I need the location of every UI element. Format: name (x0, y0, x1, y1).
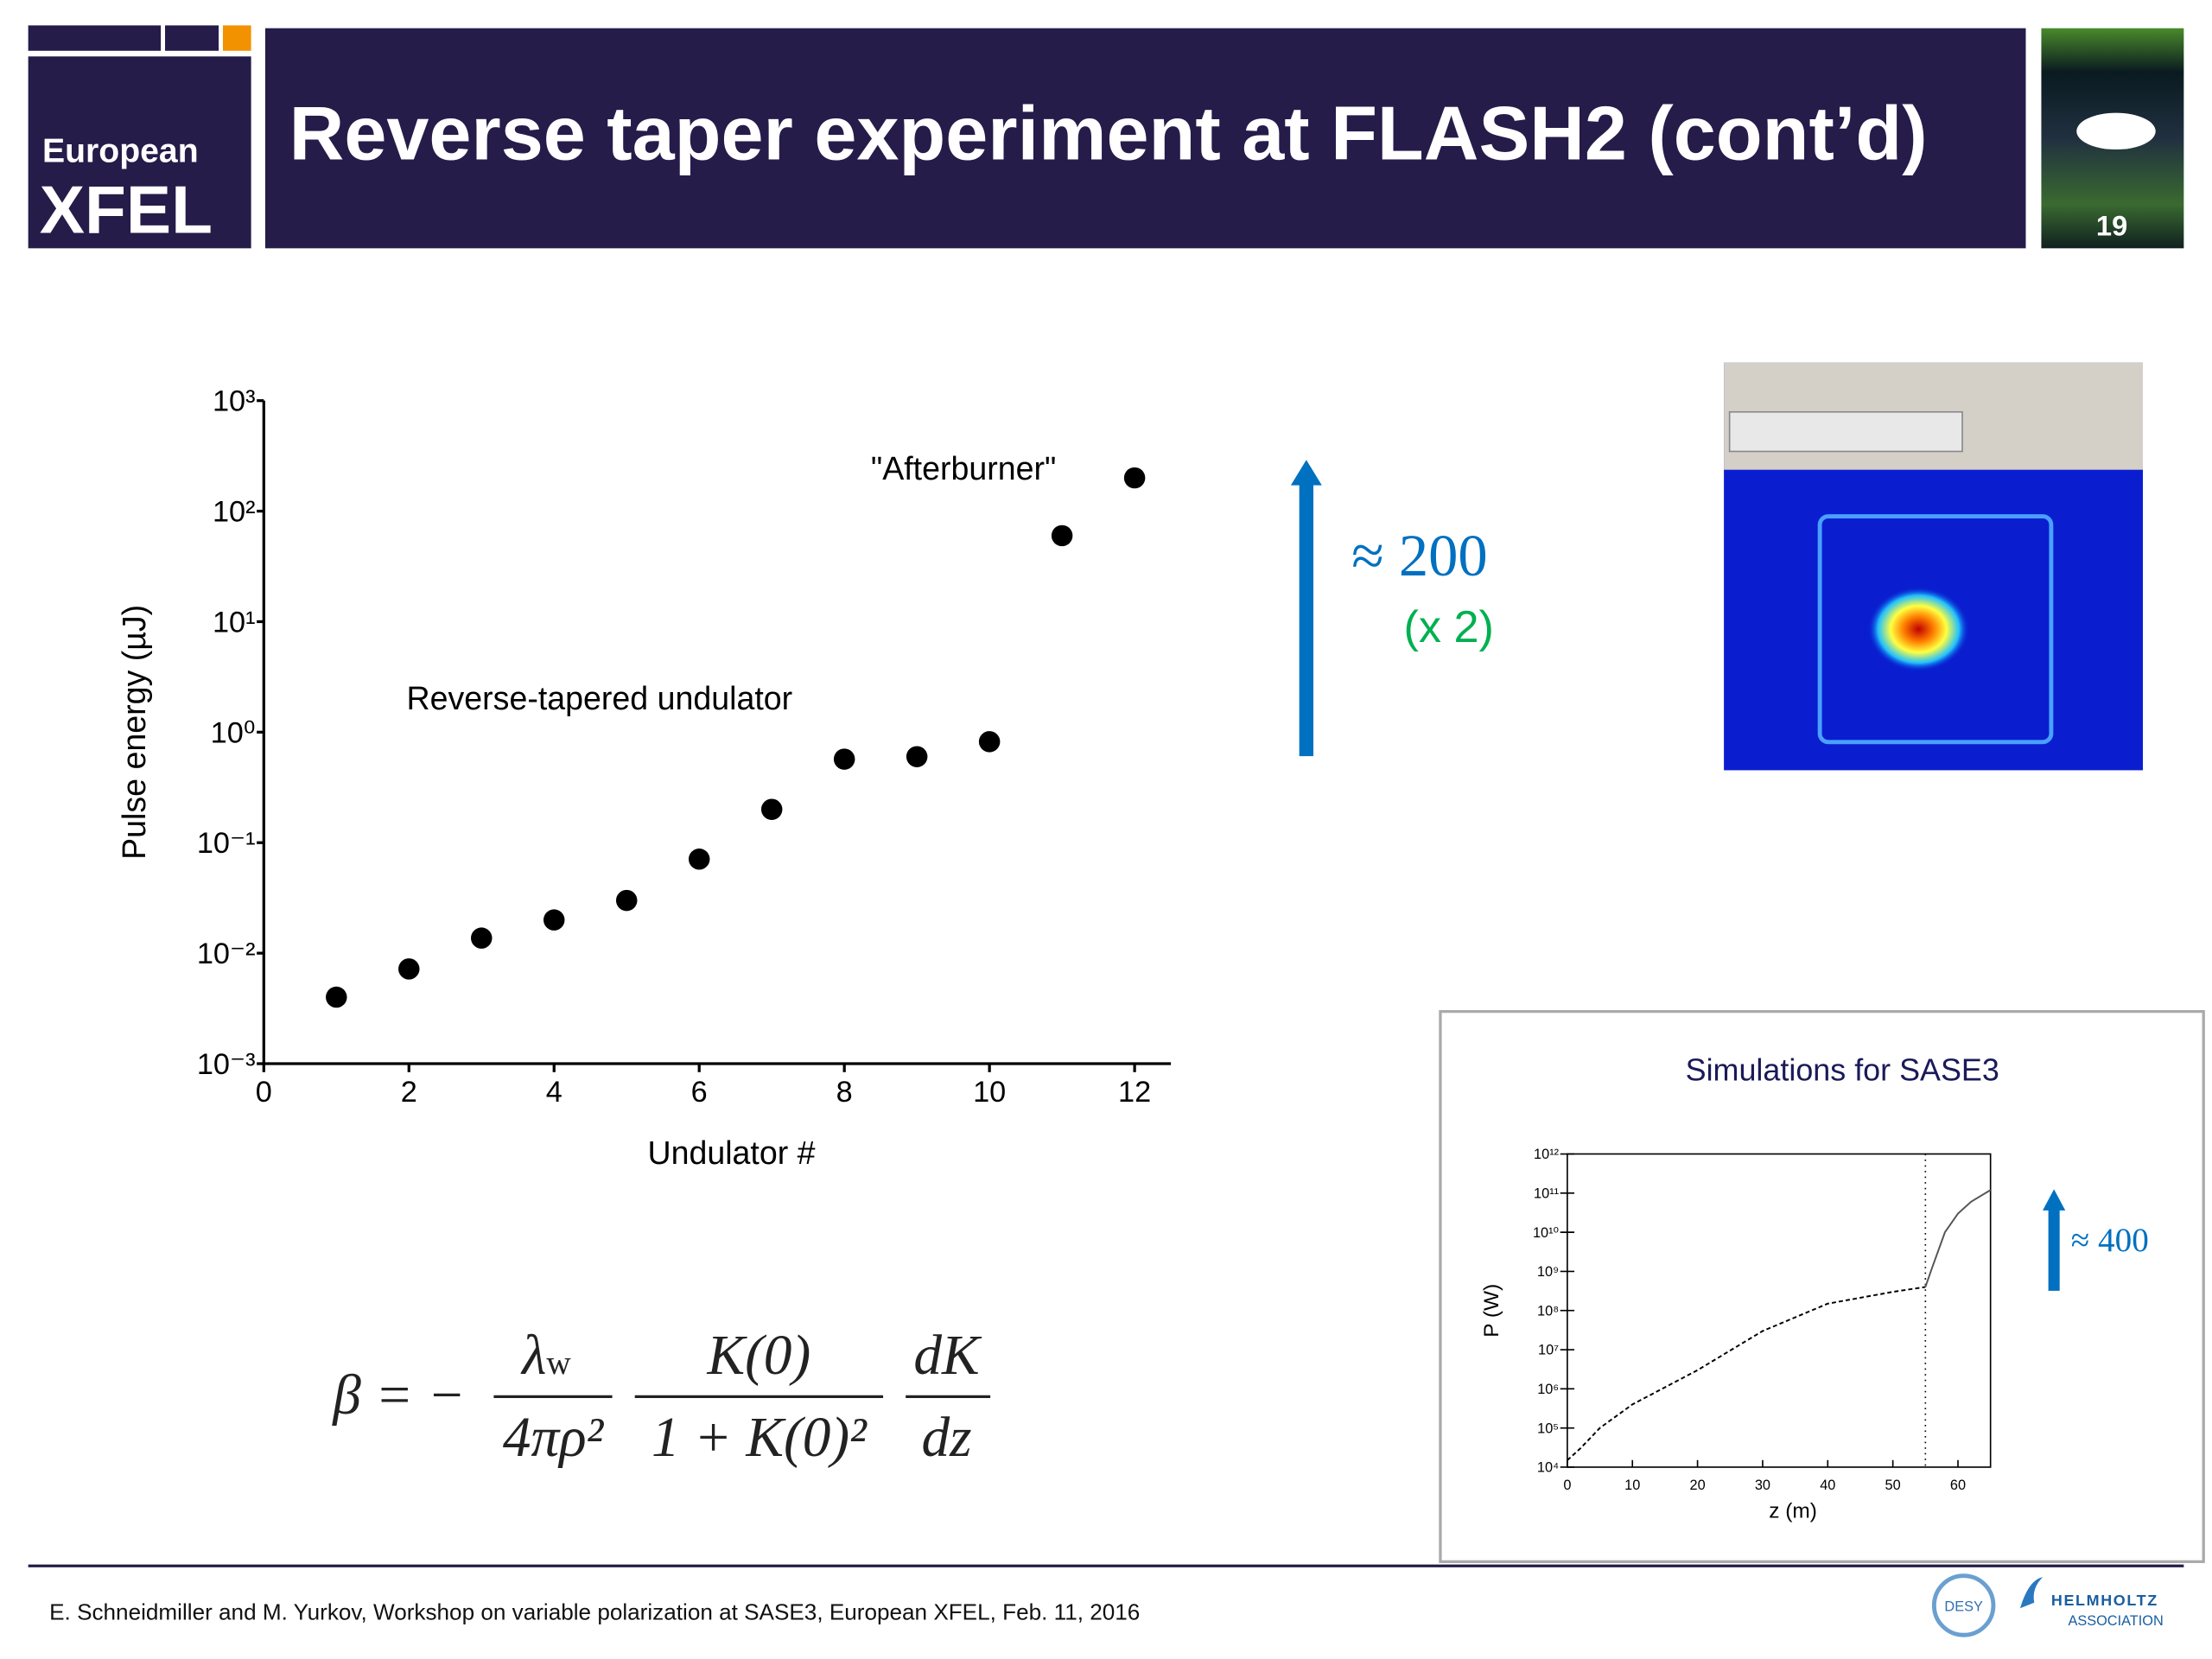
arrow (1299, 482, 1313, 757)
logo-block (165, 25, 219, 51)
data-point (326, 986, 347, 1008)
x-tick-label: 4 (546, 1076, 563, 1109)
x-tick-label: 2 (401, 1076, 417, 1109)
y-tick-label: 10¹ (213, 606, 256, 639)
y-tick-label: 10⁶ (1537, 1382, 1559, 1397)
logo-text: XFEL (40, 171, 213, 247)
annotation: "Afterburner" (871, 450, 1056, 486)
arrow-head (2043, 1189, 2066, 1211)
camera-beam (1867, 587, 1970, 672)
formula: β = − λw 4πρ² K(0) 1 + K(0)² dK dz (331, 1325, 991, 1469)
logo-block (222, 25, 251, 51)
formula-den: 4πρ² (503, 1407, 605, 1469)
footer-citation: E. Schneidmiller and M. Yurkov, Workshop… (49, 1599, 1140, 1624)
title: Reverse taper experiment at FLASH2 (cont… (289, 90, 1928, 175)
line-series (1924, 1189, 1992, 1287)
formula-den: dz (921, 1407, 971, 1469)
y-tick-label: 10⁻³ (197, 1048, 256, 1081)
data-point (398, 958, 420, 980)
y-tick-label: 10⁹ (1537, 1264, 1559, 1280)
x-tick-label: 10 (973, 1076, 1006, 1109)
y-axis-label: Pulse energy (µJ) (116, 605, 152, 860)
formula-sub: w (546, 1344, 571, 1382)
data-point (978, 731, 1001, 753)
x-tick-label: 8 (836, 1076, 853, 1109)
y-tick-label: 10⁻² (197, 938, 256, 970)
data-point (688, 849, 710, 870)
y-tick-label: 10¹¹ (1534, 1186, 1560, 1202)
helmholtz-text: HELMHOLTZ (2051, 1592, 2158, 1609)
formula-num: λw (520, 1325, 571, 1387)
x-axis-label: z (m) (1769, 1500, 1817, 1523)
data-point (760, 798, 783, 820)
annotation: ≈ 200 (1351, 523, 1488, 588)
x-tick-label: 0 (256, 1076, 272, 1109)
formula-part: λ (520, 1325, 546, 1387)
formula-den: 1 + K(0)² (652, 1407, 868, 1469)
x-tick-label: 6 (691, 1076, 708, 1109)
helmholtz-logo (2019, 1577, 2044, 1609)
x-tick-label: 0 (1563, 1478, 1571, 1493)
logo-text: European (42, 133, 199, 170)
formula-lhs: β = − (331, 1364, 465, 1427)
x-tick-label: 60 (1950, 1478, 1966, 1493)
y-tick-label: 10¹⁰ (1533, 1225, 1559, 1241)
y-tick-label: 10² (213, 496, 256, 529)
data-point (833, 748, 855, 770)
header-image-glow (2076, 112, 2156, 150)
annotation: (x 2) (1403, 602, 1493, 652)
x-tick-label: 50 (1885, 1478, 1901, 1493)
arrow (2048, 1207, 2060, 1291)
formula-num: K(0) (707, 1325, 811, 1387)
y-tick-label: 10⁷ (1538, 1343, 1559, 1358)
data-point (1123, 467, 1146, 489)
data-point (615, 889, 638, 912)
chart-title: Simulations for SASE3 (1686, 1052, 1999, 1088)
data-point (471, 927, 493, 949)
logo-block (28, 25, 162, 51)
helmholtz-text: ASSOCIATION (2068, 1613, 2163, 1629)
y-tick-label: 10⁴ (1537, 1460, 1559, 1476)
y-tick-label: 10³ (213, 385, 256, 418)
y-tick-label: 10⁰ (211, 716, 256, 749)
x-tick-label: 12 (1118, 1076, 1151, 1109)
page-number: 19 (2096, 210, 2127, 242)
camera-frame (1817, 514, 2054, 745)
annotation: ≈ 400 (2071, 1222, 2149, 1259)
desy-logo (1931, 1573, 1996, 1637)
y-tick-label: 10⁻¹ (197, 827, 256, 860)
title-bar (264, 28, 2026, 249)
x-axis-label: Undulator # (647, 1135, 815, 1171)
x-tick-label: 10 (1624, 1478, 1640, 1493)
formula-num: dK (913, 1325, 982, 1387)
y-tick-label: 10⁵ (1537, 1421, 1559, 1436)
y-tick-label: 10¹² (1534, 1147, 1560, 1162)
data-point (906, 746, 928, 767)
annotation: Reverse-tapered undulator (407, 680, 793, 716)
desy-text: DESY (1944, 1599, 1983, 1614)
x-tick-label: 40 (1820, 1478, 1835, 1493)
y-axis-label: P (W) (1480, 1284, 1503, 1338)
y-tick-label: 10⁸ (1537, 1303, 1559, 1319)
data-point (543, 909, 565, 931)
x-tick-label: 20 (1690, 1478, 1706, 1493)
logo (28, 56, 251, 249)
camera-panel (1728, 410, 1963, 453)
arrow-head (1290, 460, 1322, 486)
data-point (1051, 524, 1073, 547)
x-tick-label: 30 (1755, 1478, 1770, 1493)
